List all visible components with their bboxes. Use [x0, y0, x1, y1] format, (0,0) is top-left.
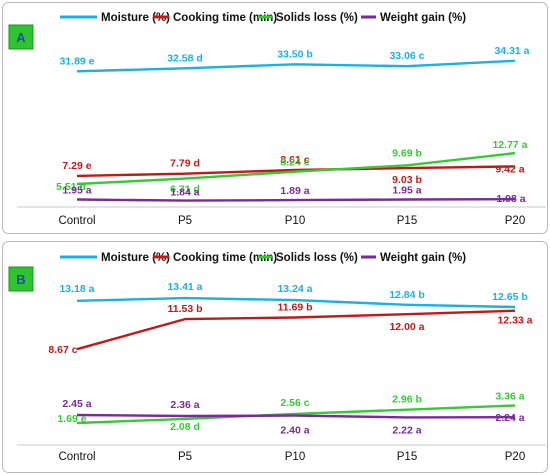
panel-label-badge: A [8, 24, 34, 50]
legend-entry: Cooking time (min) [173, 252, 277, 264]
legend: Moisture (%) Cooking time (min)Solids los… [60, 252, 466, 264]
series-line [76, 59, 516, 73]
data-label: 2.36 a [170, 399, 199, 411]
data-label: 8.67 c [48, 344, 77, 356]
series-line [76, 165, 516, 178]
series-1: 7.29 e 7.79 d 8.61 c 9.03 b 9.42 a [62, 154, 524, 186]
legend-entry: Cooking time (min) [173, 12, 277, 24]
data-label: 7.79 d [170, 158, 200, 170]
data-label: 12.84 b [389, 289, 425, 301]
x-tick-label: P20 [505, 451, 525, 463]
chart-panel-b: B Moisture (%) Cooking time (min)Solids lo… [2, 241, 548, 473]
badge-box [8, 24, 34, 50]
data-label: 12.00 a [389, 321, 424, 333]
data-label: 34.31 a [494, 45, 529, 57]
series-line [76, 198, 516, 202]
panel-frame [2, 241, 548, 473]
series-line [76, 404, 516, 425]
series-line [76, 151, 516, 186]
data-label: 32.58 d [167, 52, 203, 64]
data-label: 6.71 d [170, 184, 200, 196]
data-label: 1.95 a [62, 185, 91, 197]
series-3: 1.95 a 1.84 a 1.89 a 1.95 a 1.98 a [62, 185, 525, 206]
data-label: 12.65 b [492, 291, 528, 303]
panel-label-badge: B [8, 266, 34, 292]
data-label: 3.36 a [495, 390, 524, 402]
data-label: 1.98 a [496, 193, 525, 205]
data-label: 31.89 e [59, 55, 94, 67]
legend-entry: Moisture (%) [101, 12, 170, 24]
data-label: 2.08 d [170, 421, 200, 433]
series-line [76, 309, 516, 351]
x-tick-label: Control [58, 215, 95, 227]
x-tick-label: P10 [285, 215, 305, 227]
data-label: 8.61 c [280, 154, 309, 166]
data-label: 2.40 a [280, 425, 309, 437]
series-0: 31.89 e 32.58 d 33.50 b 33.06 c 34.31 a [59, 45, 530, 73]
data-label: 2.22 a [392, 424, 421, 436]
x-tick-label: P15 [397, 215, 417, 227]
data-label: 13.18 a [59, 283, 94, 295]
data-label: 1.84 a [170, 187, 199, 199]
data-label: 12.33 a [497, 315, 532, 327]
data-label: 9.03 b [392, 174, 422, 186]
badge-box [8, 266, 34, 292]
data-label: 2.45 a [62, 398, 91, 410]
data-label: 2.56 c [280, 397, 309, 409]
data-label: 5.51 d [56, 181, 86, 193]
x-tick-label: P5 [178, 451, 192, 463]
panel-label: B [16, 272, 25, 287]
data-label: 11.69 b [277, 301, 312, 313]
series-0: 13.18 a 13.41 a 13.24 a 12.84 b 12.65 b [59, 281, 528, 309]
data-label: 9.69 b [392, 147, 422, 159]
series-line [76, 413, 516, 419]
data-label: 8.24 c [280, 157, 309, 169]
data-label: 33.06 c [389, 50, 424, 62]
data-label: 1.89 a [280, 185, 309, 197]
chart-panel-a: A Moisture (%) Cooking time (min)Solids lo… [2, 2, 548, 234]
x-tick-label: P5 [178, 215, 192, 227]
data-label: 1.95 a [392, 185, 421, 197]
x-tick-label: P15 [397, 451, 417, 463]
panel-label: A [16, 30, 26, 45]
legend-entry: Weight gain (%) [380, 12, 466, 24]
series-2: 5.51 d 6.71 d 8.24 c 9.69 b 12.77 a [56, 139, 528, 195]
series-1: 8.67 c 11.53 b 11.69 b 12.00 a 12.33 a [48, 301, 532, 356]
legend-entry: Solids loss (%) [276, 12, 358, 24]
data-label: 2.24 a [495, 412, 524, 424]
x-tick-label: Control [58, 451, 95, 463]
series-2: 1.69 e2.08 d2.56 c 2.96 b 3.36 a [57, 390, 524, 432]
data-label: 2.96 b [392, 394, 422, 406]
legend-entry: Weight gain (%) [380, 252, 466, 264]
data-label: 13.41 a [167, 281, 202, 293]
data-label: 11.53 b [167, 303, 202, 315]
x-tick-label: P20 [505, 215, 525, 227]
legend-entry: Solids loss (%) [276, 252, 358, 264]
legend: Moisture (%) Cooking time (min)Solids los… [60, 12, 466, 24]
data-label: 13.24 a [277, 283, 312, 295]
series-3: 2.45 a 2.36 a 2.40 a 2.22 a 2.24 a [62, 398, 524, 437]
series-line [76, 296, 516, 309]
data-label: 33.50 b [277, 48, 313, 60]
x-tick-label: P10 [285, 451, 305, 463]
data-label: 12.77 a [492, 139, 527, 151]
data-label: 9.42 a [495, 163, 524, 175]
legend-entry: Moisture (%) [101, 252, 170, 264]
data-label: 7.29 e [62, 160, 91, 172]
